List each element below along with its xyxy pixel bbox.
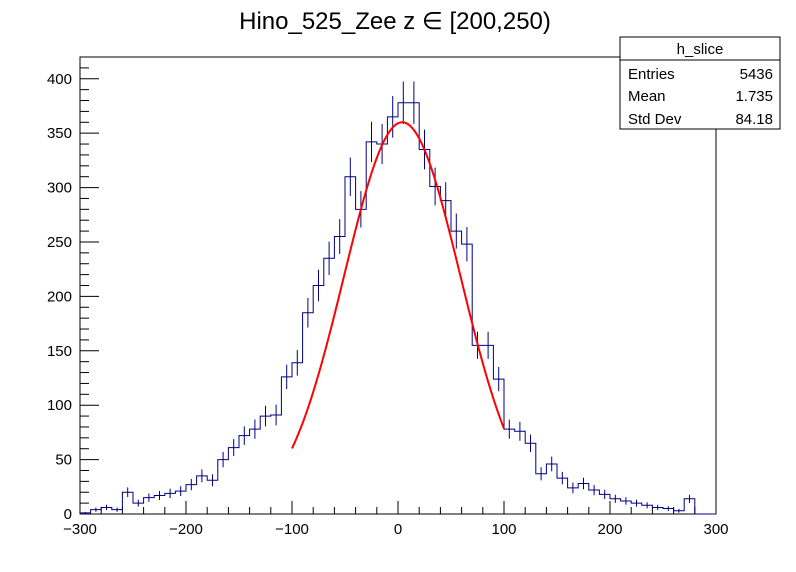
y-tick-label: 150 xyxy=(47,343,72,360)
gaussian-fit xyxy=(291,121,505,449)
x-tick-label: 100 xyxy=(491,521,516,538)
histogram-outline xyxy=(80,102,716,515)
y-tick-label: 0 xyxy=(64,506,72,523)
y-tick-label: 200 xyxy=(47,288,72,305)
y-axis: 0 50 100 150 200 250 300 350 400 xyxy=(47,56,99,523)
chart-title: Hino_525_Zee z ∈ [200,250) xyxy=(239,8,551,35)
y-tick-label: 250 xyxy=(47,234,72,251)
fit-curve xyxy=(291,121,505,449)
error-bars xyxy=(84,81,690,514)
y-tick-label: 50 xyxy=(55,452,72,469)
y-tick-label: 100 xyxy=(47,397,72,414)
stats-mean-label: Mean xyxy=(628,88,666,105)
x-tick-label: −200 xyxy=(169,521,203,538)
x-tick-label: 300 xyxy=(703,521,728,538)
stats-box: h_slice Entries 5436 Mean 1.735 Std Dev … xyxy=(619,36,781,130)
x-tick-label: 200 xyxy=(597,521,622,538)
x-tick-label: −300 xyxy=(63,521,97,538)
y-tick-label: 350 xyxy=(47,125,72,142)
y-tick-label: 400 xyxy=(47,71,72,88)
stats-mean-value: 1.735 xyxy=(735,88,773,105)
x-tick-label: 0 xyxy=(394,521,402,538)
stats-entries-label: Entries xyxy=(628,66,675,83)
x-axis: −300 −200 −100 0 100 200 300 xyxy=(63,501,729,538)
x-tick-label: −100 xyxy=(275,521,309,538)
stats-stddev-value: 84.18 xyxy=(735,111,773,128)
histogram xyxy=(80,102,716,515)
stats-title: h_slice xyxy=(677,41,724,58)
stats-stddev-label: Std Dev xyxy=(628,111,682,128)
y-tick-label: 300 xyxy=(47,180,72,197)
stats-entries-value: 5436 xyxy=(740,66,773,83)
